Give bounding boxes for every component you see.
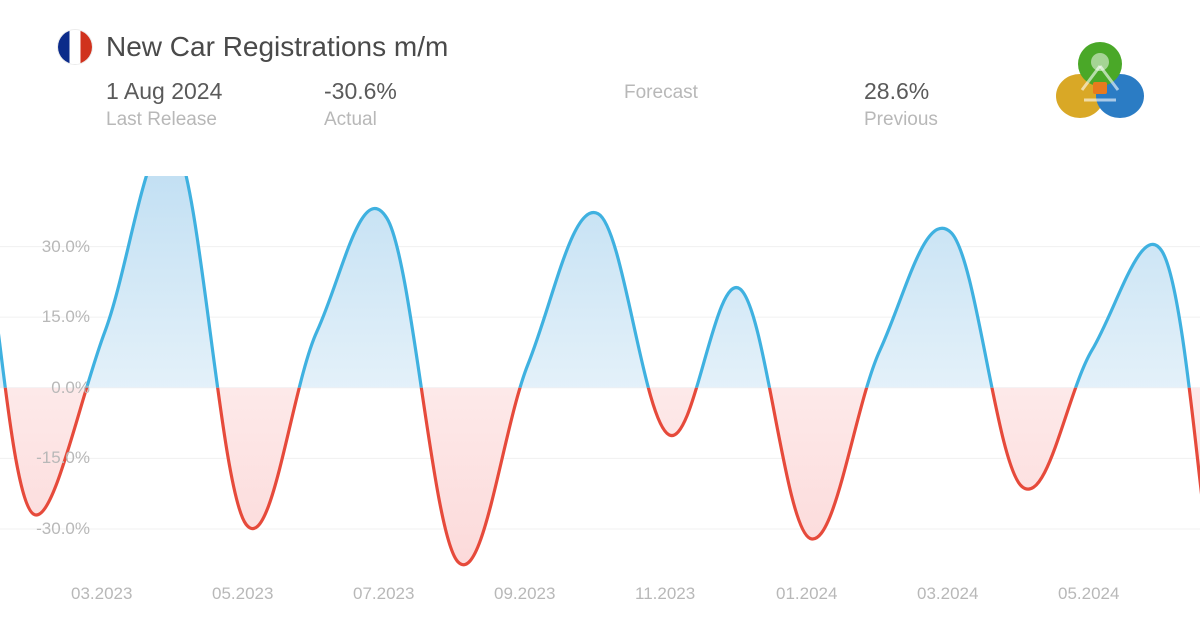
chart: 30.0% 15.0% 0.0% -15.0% -30.0% 03.2023 05.202… <box>0 176 1200 628</box>
y-axis-label: -30.0% <box>20 519 90 539</box>
stat-label: Previous <box>864 109 1044 131</box>
x-axis-label: 09.2023 <box>494 584 555 604</box>
title-row: New Car Registrations m/m <box>58 30 1140 64</box>
x-axis-label: 05.2023 <box>212 584 273 604</box>
header: New Car Registrations m/m 1 Aug 2024 Las… <box>58 30 1140 131</box>
stat-label: Forecast <box>624 82 864 104</box>
y-axis-label: 30.0% <box>20 237 90 257</box>
x-axis-label: 01.2024 <box>776 584 837 604</box>
x-axis-label: 05.2024 <box>1058 584 1119 604</box>
brand-logo-icon <box>1050 34 1150 134</box>
x-axis-label: 03.2024 <box>917 584 978 604</box>
y-axis-label: 15.0% <box>20 307 90 327</box>
stat-forecast: Forecast <box>624 78 864 131</box>
y-axis-label: -15.0% <box>20 448 90 468</box>
y-axis-label: 0.0% <box>20 378 90 398</box>
france-flag-icon <box>58 30 92 64</box>
stat-last-release: 1 Aug 2024 Last Release <box>106 78 324 131</box>
stat-label: Last Release <box>106 109 324 131</box>
x-axis-label: 11.2023 <box>635 584 695 604</box>
stat-actual: -30.6% Actual <box>324 78 624 131</box>
stats-row: 1 Aug 2024 Last Release -30.6% Actual Fo… <box>106 78 1140 131</box>
stat-value: -30.6% <box>324 78 624 105</box>
x-axis-label: 07.2023 <box>353 584 414 604</box>
x-axis-label: 03.2023 <box>71 584 132 604</box>
stat-value: 1 Aug 2024 <box>106 78 324 105</box>
page-title: New Car Registrations m/m <box>106 31 448 63</box>
stat-value: 28.6% <box>864 78 1044 105</box>
chart-plot <box>0 176 1200 576</box>
stat-previous: 28.6% Previous <box>864 78 1044 131</box>
stat-label: Actual <box>324 109 624 131</box>
